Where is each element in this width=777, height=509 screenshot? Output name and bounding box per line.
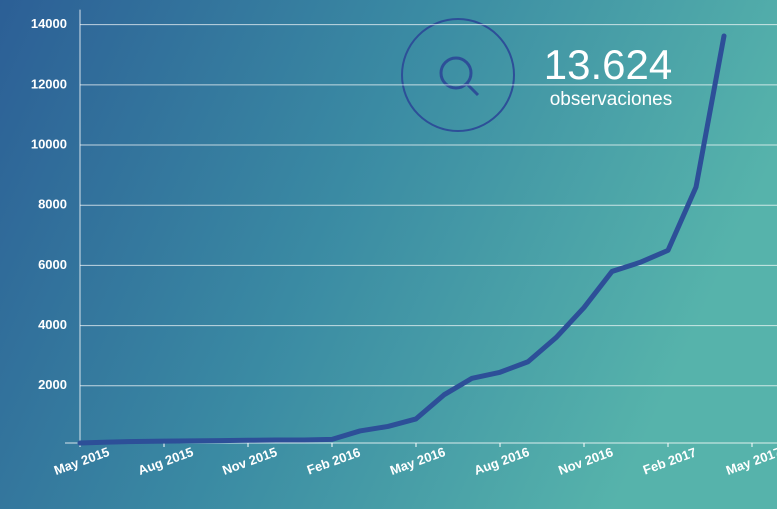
y-tick-label: 8000 xyxy=(38,197,67,212)
page: {"chart_data": {"type": "line", "annotat… xyxy=(0,0,777,509)
y-tick-label: 2000 xyxy=(38,377,67,392)
y-tick-label: 14000 xyxy=(31,16,67,31)
chart: 13.624 observaciones 2000 4000 6000 8000 100… xyxy=(0,0,777,509)
annotation-value: 13.624 xyxy=(544,41,672,88)
annotation-label: observaciones xyxy=(550,89,673,110)
y-tick-label: 12000 xyxy=(31,76,67,91)
y-tick-label: 10000 xyxy=(31,136,67,151)
y-tick-label: 4000 xyxy=(38,317,67,332)
y-tick-label: 6000 xyxy=(38,257,67,272)
